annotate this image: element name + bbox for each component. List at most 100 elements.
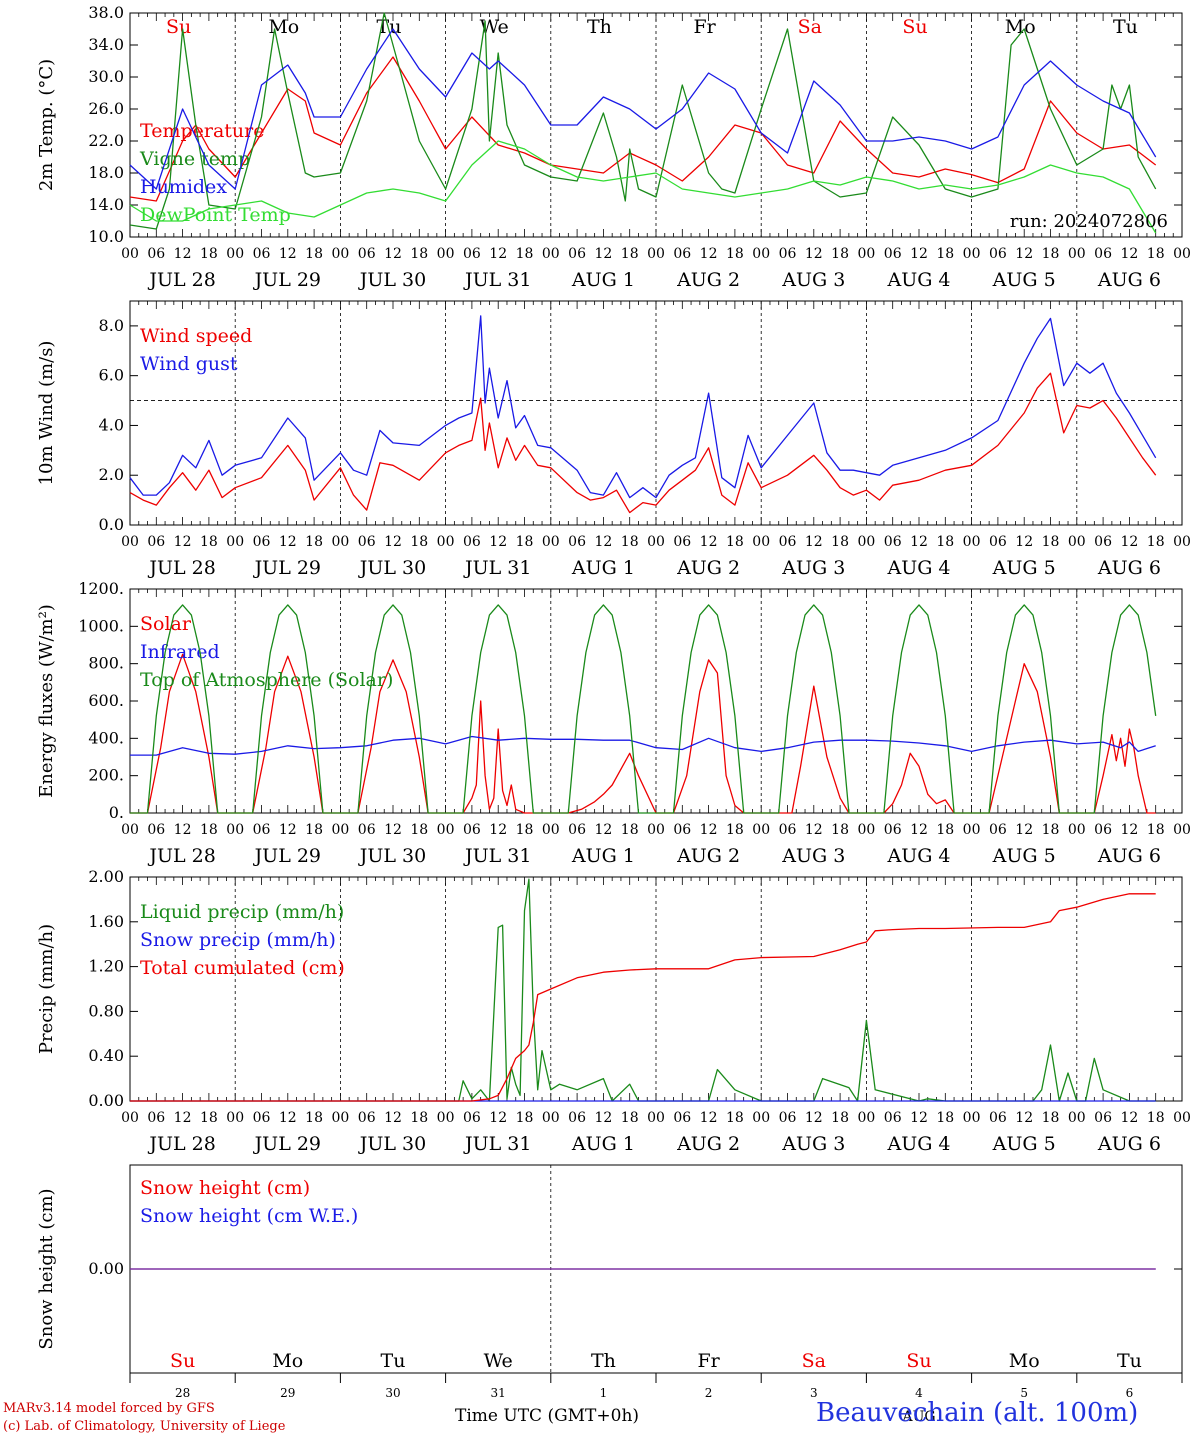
hour-tick-label: 06 — [568, 1110, 586, 1126]
hour-tick-label: 18 — [1042, 822, 1060, 838]
hour-tick-label: 18 — [305, 534, 323, 550]
hour-tick-label: 00 — [437, 822, 455, 838]
hour-tick-label: 18 — [936, 246, 954, 262]
hour-tick-label: 06 — [989, 1110, 1007, 1126]
hour-tick-label: 18 — [831, 1110, 849, 1126]
series-line — [129, 56, 1157, 202]
hour-tick-label: 00 — [647, 534, 665, 550]
hour-tick-label: 12 — [910, 822, 928, 838]
hour-tick-label: 18 — [305, 246, 323, 262]
hour-tick-label: 12 — [1015, 822, 1033, 838]
y-tick-label: 1000. — [78, 616, 124, 635]
hour-tick-label: 12 — [594, 246, 612, 262]
hour-tick-label: 06 — [463, 1110, 481, 1126]
hour-tick-label: 00 — [226, 246, 244, 262]
hour-tick-label: 12 — [700, 822, 718, 838]
hour-tick-label: 12 — [489, 822, 507, 838]
series-line — [129, 140, 1157, 234]
y-tick-label: 1.20 — [88, 957, 124, 976]
hour-tick-label: 18 — [831, 534, 849, 550]
day-label: JUL 29 — [253, 557, 321, 579]
y-tick-label: 2.0 — [99, 465, 124, 484]
y-tick-label: 0.00 — [88, 1259, 124, 1278]
hour-tick-label: 06 — [253, 1110, 271, 1126]
day-number-label: 31 — [491, 1386, 506, 1400]
hour-tick-label: 06 — [253, 246, 271, 262]
hour-tick-label: 00 — [752, 822, 770, 838]
day-label: AUG 3 — [781, 1133, 845, 1155]
y-tick-label: 6.0 — [99, 366, 124, 385]
hour-tick-label: 12 — [1120, 534, 1138, 550]
hour-tick-label: 00 — [963, 1110, 981, 1126]
legend-entry: Temperature — [140, 120, 264, 142]
hour-tick-label: 18 — [410, 246, 428, 262]
day-label: AUG 1 — [571, 269, 635, 291]
day-label: AUG 4 — [886, 557, 950, 579]
day-label: AUG 4 — [886, 269, 950, 291]
day-label: AUG 2 — [676, 845, 740, 867]
series-line — [129, 28, 1157, 190]
hour-tick-label: 06 — [147, 822, 165, 838]
hour-tick-label: 00 — [963, 822, 981, 838]
hour-tick-label: 06 — [147, 246, 165, 262]
hour-tick-label: 06 — [673, 822, 691, 838]
hour-tick-label: 18 — [621, 246, 639, 262]
hour-tick-label: 06 — [568, 246, 586, 262]
panel-frame — [129, 588, 1183, 814]
y-axis-title: Precip (mm/h) — [36, 924, 57, 1054]
hour-tick-label: 12 — [384, 534, 402, 550]
day-label: AUG 6 — [1097, 557, 1161, 579]
hour-tick-label: 06 — [1094, 534, 1112, 550]
y-tick-label: 34.0 — [88, 35, 124, 54]
hour-tick-label: 18 — [726, 246, 744, 262]
legend-entry: Vigne temp — [139, 148, 250, 170]
hour-tick-label: 18 — [1042, 1110, 1060, 1126]
weekday-label: Sa — [798, 16, 822, 38]
day-label: AUG 2 — [676, 269, 740, 291]
hour-tick-label: 12 — [594, 534, 612, 550]
hour-tick-label: 12 — [174, 534, 192, 550]
hour-tick-label: 18 — [410, 822, 428, 838]
day-number-label: 6 — [1126, 1386, 1134, 1400]
day-label: AUG 1 — [571, 845, 635, 867]
day-label: JUL 31 — [463, 1133, 531, 1155]
hour-tick-label: 06 — [673, 246, 691, 262]
hour-tick-label: 06 — [463, 246, 481, 262]
hour-tick-label: 06 — [884, 534, 902, 550]
hour-tick-label: 00 — [121, 1110, 139, 1126]
y-tick-label: 10.0 — [88, 227, 124, 246]
hour-tick-label: 00 — [1173, 534, 1191, 550]
day-number-label: 28 — [175, 1386, 190, 1400]
hour-tick-label: 18 — [516, 1110, 534, 1126]
hour-tick-label: 06 — [147, 1110, 165, 1126]
day-label: AUG 6 — [1097, 1133, 1161, 1155]
day-label: AUG 5 — [992, 557, 1056, 579]
day-label: AUG 5 — [992, 269, 1056, 291]
day-label: JUL 28 — [147, 845, 215, 867]
hour-tick-label: 00 — [1068, 822, 1086, 838]
hour-tick-label: 06 — [673, 1110, 691, 1126]
day-number-label: 2 — [705, 1386, 713, 1400]
hour-tick-label: 00 — [121, 246, 139, 262]
hour-tick-label: 00 — [331, 822, 349, 838]
hour-tick-label: 06 — [463, 822, 481, 838]
run-annotation: run: 2024072806 — [1010, 211, 1168, 232]
weekday-label: Th — [587, 16, 612, 38]
hour-tick-label: 06 — [884, 822, 902, 838]
hour-tick-label: 12 — [805, 822, 823, 838]
day-label: JUL 30 — [358, 1133, 426, 1155]
day-label: AUG 4 — [886, 845, 950, 867]
y-tick-label: 0.40 — [88, 1046, 124, 1065]
hour-tick-label: 00 — [331, 246, 349, 262]
hour-tick-label: 06 — [253, 534, 271, 550]
day-label: JUL 28 — [147, 557, 215, 579]
hour-tick-label: 12 — [489, 246, 507, 262]
hour-tick-label: 00 — [1173, 246, 1191, 262]
weekday-label: Mo — [1009, 1350, 1040, 1372]
hour-tick-label: 00 — [857, 1110, 875, 1126]
hour-tick-label: 18 — [200, 1110, 218, 1126]
hour-tick-label: 12 — [700, 534, 718, 550]
hour-tick-label: 18 — [516, 822, 534, 838]
legend-entry: Top of Atmosphere (Solar) — [140, 669, 393, 691]
hour-tick-label: 18 — [410, 534, 428, 550]
